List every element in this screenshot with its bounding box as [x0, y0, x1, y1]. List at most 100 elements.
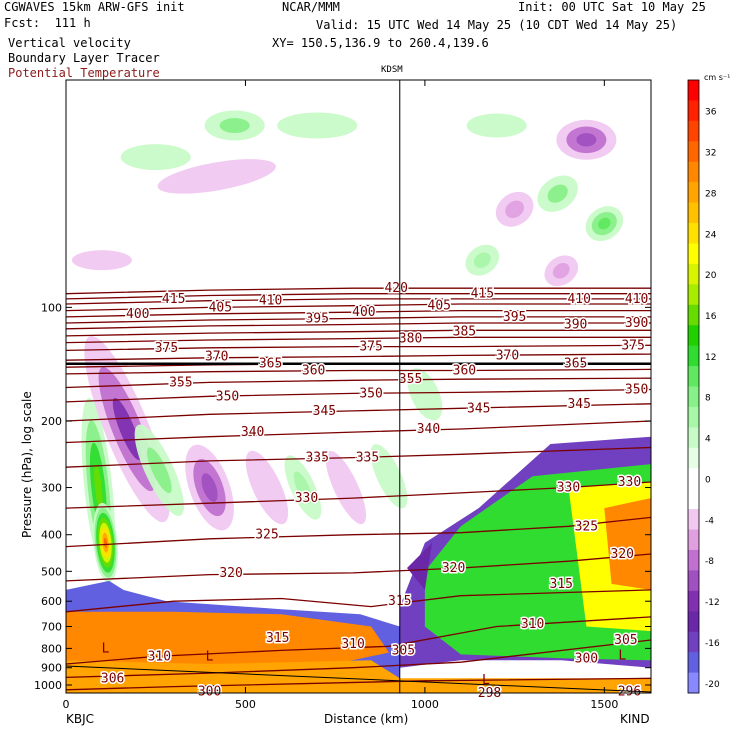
w-feature: [71, 250, 132, 271]
theta-contour-label: 310: [341, 637, 364, 652]
theta-contour-label: 375: [621, 338, 644, 353]
colorbar-swatch: [688, 611, 699, 633]
theta-contour-410: [66, 298, 651, 305]
theta-contour-label: 400: [126, 307, 149, 322]
boundary-layer-tracer-shading: [66, 436, 651, 693]
y-tick-label: 500: [41, 565, 62, 578]
colorbar-tick-label: 32: [705, 149, 716, 159]
bl-tracer-region: [604, 498, 651, 590]
w-contour-fill: [552, 263, 570, 279]
theta-contour-label: 370: [205, 350, 228, 365]
colorbar-swatch: [688, 672, 699, 694]
w-feature: [465, 244, 500, 276]
low-marker: L: [206, 649, 214, 664]
colorbar-swatch: [688, 325, 699, 347]
colorbar-tick-label: 36: [705, 108, 717, 118]
w-contour-fill: [407, 368, 443, 421]
colorbar-swatch: [688, 80, 699, 101]
theta-contour-350: [66, 388, 651, 403]
y-tick-label: 1000: [34, 679, 62, 692]
colorbar-swatch: [688, 366, 699, 387]
theta-contour-375: [66, 344, 651, 352]
w-contour-fill: [219, 118, 250, 134]
w-feature: [120, 144, 191, 171]
colorbar-swatch: [688, 161, 699, 183]
low-marker: L: [482, 673, 490, 688]
colorbar-swatch: [688, 304, 699, 326]
colorbar-swatch: [688, 468, 699, 490]
w-contour-fill: [157, 159, 276, 194]
w-contour-fill: [112, 398, 142, 461]
w-contour-fill: [547, 184, 568, 203]
theta-contour-label: 325: [255, 528, 278, 543]
theta-contour-label: 315: [550, 577, 573, 592]
marker-station-label: KDSM: [381, 65, 403, 75]
x-axis-label: Distance (km): [324, 712, 409, 726]
w-feature: [157, 159, 276, 194]
theta-contour-label: 350: [359, 386, 382, 401]
low-marker: L: [102, 641, 110, 656]
theta-contour-label: 350: [216, 389, 239, 404]
theta-contour-label: 306: [101, 671, 124, 686]
vertical-velocity-shading: [71, 110, 624, 583]
theta-contour-420: [66, 287, 651, 295]
theta-contour-label: 405: [428, 299, 451, 314]
field-vertical-velocity: Vertical velocity: [8, 36, 131, 50]
w-feature: [204, 110, 265, 141]
organization: NCAR/MMM: [282, 0, 340, 14]
theta-contour-label: 420: [384, 281, 407, 296]
colorbar-swatch: [688, 182, 699, 204]
field-boundary-layer-tracer: Boundary Layer Tracer: [8, 51, 160, 65]
colorbar-swatch: [688, 529, 699, 551]
colorbar-swatch: [688, 631, 699, 653]
low-marker: L: [618, 648, 626, 663]
colorbar-frame: [687, 79, 700, 694]
theta-contour-label: 330: [618, 475, 641, 490]
right-station: KIND: [620, 712, 650, 726]
y-tick-label: 400: [41, 529, 62, 542]
theta-contour-label: 300: [575, 651, 598, 666]
w-contour-fill: [277, 112, 358, 139]
y-tick-label: 600: [41, 595, 62, 608]
colorbar-swatch: [688, 590, 699, 612]
w-feature: [544, 255, 579, 287]
colorbar-swatch: [688, 202, 699, 224]
colorbar-swatch: [688, 549, 699, 571]
w-feature: [277, 112, 358, 139]
cross-section-endpoints: XY= 150.5,136.9 to 260.4,139.6: [272, 36, 489, 50]
theta-contour-370: [66, 353, 651, 361]
theta-contour-360: [66, 368, 651, 375]
colorbar-swatch: [688, 509, 699, 531]
init-time: Init: 00 UTC Sat 10 May 25: [518, 0, 706, 14]
theta-contour-label: 390: [564, 317, 587, 332]
colorbar-tick-label: 0: [705, 475, 711, 485]
theta-contour-label: 325: [575, 519, 598, 534]
w-feature: [585, 206, 624, 241]
colorbar-swatch: [688, 223, 699, 244]
x-tick-label: 1000: [411, 698, 439, 711]
y-tick-label: 700: [41, 621, 62, 634]
theta-contour-label: 410: [567, 292, 590, 307]
theta-contour-390: [66, 322, 651, 330]
y-tick-label: 300: [41, 482, 62, 495]
w-feature: [325, 450, 367, 525]
left-station: KBJC: [66, 712, 95, 726]
colorbar-swatch: [688, 447, 699, 469]
theta-contour-label: 335: [305, 451, 328, 466]
theta-contour-335: [66, 446, 651, 468]
theta-contour-315: [66, 589, 651, 613]
w-feature: [284, 455, 322, 520]
y-axis-label: Pressure (hPa), log scale: [20, 391, 34, 538]
colorbar-swatch: [688, 427, 699, 449]
theta-contour-320: [66, 553, 651, 582]
theta-contour-380: [66, 336, 651, 344]
theta-contour-340: [66, 420, 651, 444]
w-contour-fill: [103, 537, 108, 548]
theta-contour-label: 330: [295, 491, 318, 506]
theta-contour-label: 320: [611, 547, 634, 562]
w-feature: [245, 450, 289, 525]
theta-contour-label: 415: [471, 287, 494, 302]
y-tick-label: 200: [41, 415, 62, 428]
colorbar-tick-label: -12: [705, 598, 720, 608]
colorbar: 36 32 28 24 20 16 12 8 4 0 -4 -8 -12 -16 -20: [687, 79, 720, 694]
